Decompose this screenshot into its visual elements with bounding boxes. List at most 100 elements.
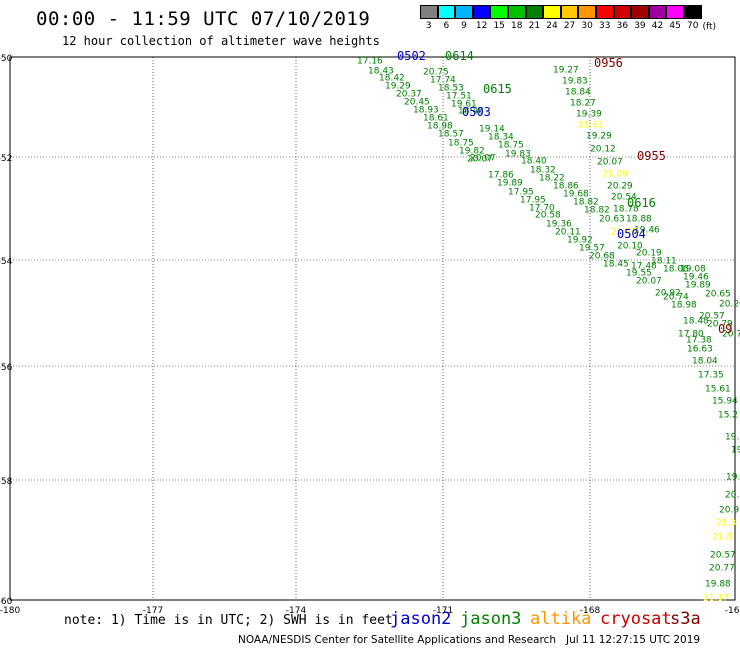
wave-height-value: 18.61 (423, 114, 449, 124)
legend-bin: 39 (631, 5, 649, 32)
wave-height-value: 19.27 (553, 66, 579, 76)
legend-bin: 36 (613, 5, 632, 32)
wave-height-value: 18.45 (603, 260, 629, 270)
legend-label: 9 (461, 21, 467, 31)
pass-id-label: 0955 (637, 149, 666, 163)
legend-bin: 27 (560, 5, 579, 32)
wave-height-value: 21.40 (611, 228, 637, 238)
wave-height-value: 19.29 (586, 132, 612, 142)
legend-swatch (525, 5, 544, 19)
wave-height-value: 15.61 (705, 385, 731, 395)
legend-unit: (ft) (702, 22, 717, 32)
longitude-label: -165 (725, 606, 740, 616)
wave-height-value: 18.11 (651, 257, 677, 267)
wave-height-value: 18.27 (570, 99, 596, 109)
latitude-label: -50 (0, 54, 13, 64)
legend-swatch (507, 5, 526, 19)
wave-height-value: 20.19 (636, 249, 662, 259)
legend-swatch (683, 5, 702, 19)
legend-label: 18 (511, 21, 523, 31)
wave-height-value: 20.92 (655, 289, 681, 299)
legend-label: 42 (651, 21, 664, 31)
wave-height-value: 17.35 (698, 371, 724, 381)
satellite-legend-item: s3a (670, 609, 701, 629)
latitude-label: -54 (0, 257, 13, 267)
wave-height-value: 19.88 (705, 580, 731, 590)
wave-height-value: 20.76 (722, 330, 740, 340)
wave-height-value: 20.54 (611, 193, 637, 203)
legend-label: 33 (599, 21, 611, 31)
satellite-legend-item: jason3 (460, 609, 522, 629)
wave-height-observations: 17.1618.4318.4219.2920.3720.4518.9318.61… (357, 57, 740, 604)
pass-id-label: 0615 (483, 82, 512, 96)
wave-height-value: 20.10 (617, 242, 643, 252)
wave-height-value: 20.07 (470, 154, 496, 164)
wave-height-value: 17.48 (631, 262, 657, 272)
longitude-label: -177 (143, 606, 163, 616)
wave-height-value: 19.08 (680, 265, 706, 275)
wave-height-value: 20.45 (404, 98, 430, 108)
wave-height-value: 17.16 (357, 57, 383, 67)
wave-height-value: 20.68 (589, 252, 615, 262)
wave-height-value: 19.61 (451, 100, 477, 110)
wave-height-value: 17.95 (508, 188, 534, 198)
wave-height-value: 18.04 (692, 357, 718, 367)
wave-height-value: 19.55 (626, 269, 652, 279)
wave-height-value: 20.3 (725, 491, 740, 501)
wave-height-value: 19.46 (683, 273, 709, 283)
wave-height-value: 20.57 (699, 312, 725, 322)
legend-swatch (560, 5, 579, 19)
wave-height-value: 21.61 (578, 121, 604, 131)
legend-swatch (472, 5, 491, 19)
legend-swatch (437, 5, 456, 19)
longitude-label: -180 (0, 606, 20, 616)
wave-height-value: 18.43 (368, 67, 394, 77)
wave-height-value: 18.48 (683, 317, 709, 327)
longitude-label: -174 (286, 606, 307, 616)
wave-height-value: 19.89 (685, 281, 711, 291)
wave-height-value: 19.14 (479, 125, 505, 135)
wave-height-value: 17.51 (446, 92, 472, 102)
longitude-labels: -180 -177 -174 -171 -168 -165 (0, 606, 740, 616)
wave-height-value: 19.83 (505, 150, 531, 160)
wave-height-value: 21.3 (716, 519, 736, 529)
latitude-label: -56 (0, 363, 13, 373)
color-legend: 3 6 9 12 15 18 21 24 27 30 33 36 39 42 45 70 (ft) (420, 5, 716, 32)
wave-height-value: 21.09 (602, 170, 628, 180)
wave-height-value: 18.08 (663, 265, 689, 275)
legend-bin: 3 (420, 5, 438, 32)
wave-height-value: 19.36 (546, 220, 572, 230)
wave-height-value: 20.37 (396, 90, 422, 100)
wave-height-value: 19.68 (563, 190, 589, 200)
wave-height-value: 20.65 (705, 290, 731, 300)
legend-label: 36 (616, 21, 629, 31)
wave-height-value: 18.82 (573, 198, 599, 208)
wave-height-value: 20.26 (719, 300, 740, 310)
legend-swatch (543, 5, 561, 19)
wave-height-value: 17.70 (529, 204, 555, 214)
wave-height-value: 18.22 (539, 174, 565, 184)
wave-height-value: 15.2 (718, 411, 738, 421)
wave-height-value: 18.53 (438, 84, 464, 94)
map-frame (9, 56, 736, 601)
legend-swatch (631, 5, 649, 19)
latitude-label: -60 (0, 597, 13, 607)
pass-labels: 0502 0614 0615 0503 0956 0955 0616 0504 09 (397, 49, 732, 336)
wave-height-value: 20.79 (707, 320, 733, 330)
legend-label: 3 (425, 21, 432, 31)
wave-height-value: 20.75 (423, 68, 449, 78)
latitude-label: -52 (0, 154, 12, 164)
wave-height-value: 18.34 (488, 133, 514, 143)
wave-height-value: 18.32 (530, 166, 556, 176)
wave-height-value: 18.78 (613, 205, 639, 215)
wave-height-value: 18.57 (438, 130, 464, 140)
longitude-label: -168 (580, 606, 601, 616)
wave-height-value: 19.92 (567, 236, 593, 246)
legend-swatch (578, 5, 596, 19)
wave-height-value: 20.77 (709, 564, 735, 574)
pass-id-label: 09 (718, 322, 732, 336)
legend-label: 39 (634, 21, 646, 31)
map-title: 00:00 - 11:59 UTC 07/10/2019 (36, 8, 371, 30)
wave-height-value: 18.86 (553, 182, 579, 192)
